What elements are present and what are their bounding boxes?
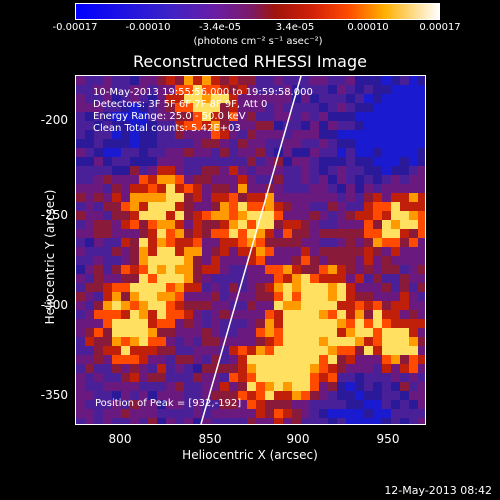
solar-limb-line <box>200 76 302 424</box>
colorbar-tick: 0.00017 <box>419 22 461 33</box>
colorbar-tick: 3.4e-05 <box>275 22 315 33</box>
x-tick: 950 <box>376 432 400 446</box>
image-title: Reconstructed RHESSI Image <box>133 52 367 71</box>
map-image <box>75 75 426 425</box>
time-range: 10-May-2013 19:55:56.000 to 19:59:58.000 <box>93 87 313 98</box>
energy-range: Energy Range: 25.0 - 50.0 keV <box>93 111 246 122</box>
y-tick: -250 <box>40 208 68 222</box>
colorbar-unit: (photons cm⁻² s⁻¹ asec⁻²) <box>193 36 323 47</box>
colorbar-tick: -3.4e-05 <box>199 22 241 33</box>
colorbar-tick: -0.00010 <box>125 22 171 33</box>
y-axis-label: Heliocentric Y (arcsec) <box>43 189 57 325</box>
flux-map <box>76 76 425 424</box>
x-tick: 850 <box>198 432 222 446</box>
clean-info: Clean Total counts: 5.42E+03 <box>93 123 241 134</box>
detectors-info: Detectors: 3F 5F 6F 7F 8F 9F, Att 0 <box>93 99 268 110</box>
y-tick: -350 <box>40 388 68 402</box>
x-tick: 900 <box>286 432 310 446</box>
colorbar-tick: -0.00017 <box>52 22 98 33</box>
y-tick: -300 <box>40 298 68 312</box>
colorbar-tick: 0.00010 <box>347 22 389 33</box>
x-axis-label: Heliocentric X (arcsec) <box>182 448 318 462</box>
generation-date: 12-May-2013 08:42 <box>384 484 492 497</box>
colorbar <box>75 3 440 20</box>
x-tick: 800 <box>108 432 132 446</box>
y-tick: -200 <box>40 113 68 127</box>
peak-position: Position of Peak = [932,-192] <box>95 398 242 409</box>
